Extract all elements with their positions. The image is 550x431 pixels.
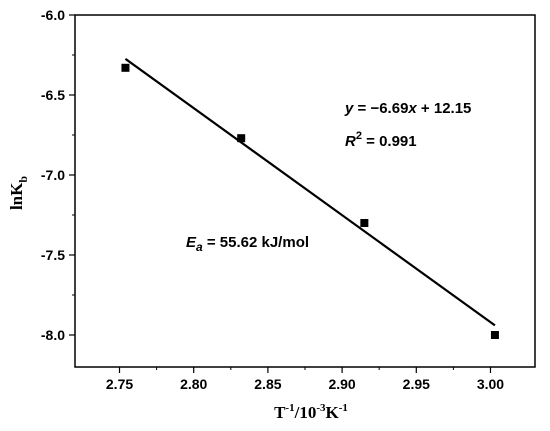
- y-axis: -8.0 -7.5 -7.0 -6.5 -6.0: [41, 7, 75, 343]
- r-squared-annotation: R2 = 0.991: [345, 130, 417, 150]
- data-point: [237, 134, 246, 143]
- x-axis-label: T-1/10-3K-1: [274, 402, 348, 422]
- fit-equation-annotation: y = −6.69x + 12.15: [344, 100, 471, 117]
- y-axis-label: lnKb: [7, 176, 30, 210]
- plot-area: [74, 14, 536, 368]
- x-tick-label: 2.75: [106, 376, 133, 392]
- y-tick-label: -7.0: [41, 167, 65, 183]
- fit-line-group: [124, 57, 496, 327]
- data-points: [121, 63, 499, 339]
- x-tick-label: 3.00: [477, 376, 504, 392]
- data-point: [121, 63, 130, 72]
- data-point: [360, 219, 369, 227]
- y-tick-label: -6.0: [41, 7, 65, 23]
- y-tick-label: -7.5: [41, 247, 65, 263]
- activation-energy-annotation: Ea = 55.62 kJ/mol: [186, 234, 309, 254]
- x-axis: 2.75 2.80 2.85 2.90 2.95 3.00: [106, 367, 504, 392]
- x-tick-label: 2.95: [403, 376, 430, 392]
- x-tick-label: 2.85: [254, 376, 281, 392]
- x-tick-label: 2.80: [180, 376, 207, 392]
- fit-line: [124, 57, 496, 327]
- y-tick-label: -8.0: [41, 327, 65, 343]
- x-tick-label: 2.90: [328, 376, 355, 392]
- data-point: [490, 331, 499, 339]
- plot-frame: [74, 14, 536, 368]
- y-tick-label: -6.5: [41, 87, 65, 103]
